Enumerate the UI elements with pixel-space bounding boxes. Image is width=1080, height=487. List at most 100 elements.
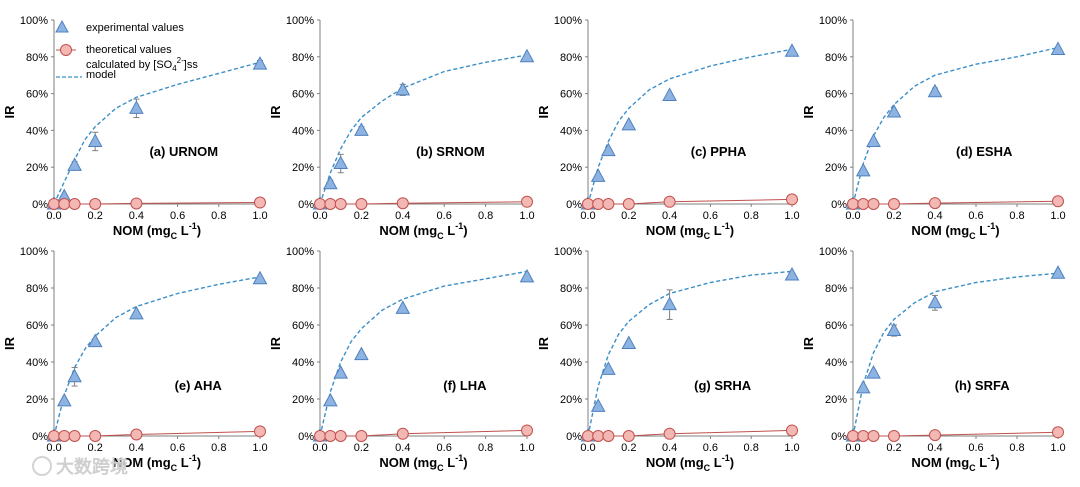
theoretical-point (663, 427, 676, 440)
theoretical-point (1052, 426, 1064, 439)
theoretical-point (130, 428, 143, 441)
model-curve (587, 48, 793, 205)
experimental-point (855, 162, 871, 177)
experimental-point (519, 268, 535, 283)
panel-label: (a) URNOM (149, 144, 218, 159)
x-axis-title-sup: -1 (189, 453, 197, 463)
experimental-point (784, 43, 800, 57)
theoretical-point (1052, 195, 1064, 208)
theoretical-point (602, 430, 615, 442)
legend-circle-marker (60, 44, 72, 56)
x-tick-label: 0.2 (354, 442, 369, 454)
y-tick-label: 0% (831, 199, 847, 211)
x-axis-title-main: NOM (mg (113, 223, 171, 238)
y-tick-label: 100% (819, 15, 847, 27)
y-tick-label: 20% (26, 162, 48, 174)
x-tick-label: 0.0 (845, 442, 860, 454)
experimental-point (129, 305, 144, 320)
y-tick-label: 0% (298, 199, 314, 211)
x-tick-label: 0.0 (46, 210, 61, 222)
x-tick-label: 1.0 (519, 442, 534, 454)
experimental-point (621, 116, 637, 131)
y-tick-label: 60% (560, 320, 582, 332)
y-tick-label: 60% (26, 320, 48, 332)
legend-theoretical-label: theoretical values (86, 44, 172, 56)
experimental-point (866, 365, 881, 379)
x-axis-title-sub: C (969, 463, 976, 473)
model-curve (852, 46, 1059, 205)
x-tick-label: 0.4 (662, 442, 677, 454)
y-tick-label: 20% (825, 394, 847, 406)
x-axis-title-close: ) (730, 455, 734, 470)
legend-experimental-label: experimental values (86, 22, 184, 34)
theoretical-point (68, 198, 81, 210)
theoretical-line (588, 198, 793, 205)
x-tick-label: 0.2 (354, 210, 369, 222)
y-tick-label: 40% (26, 125, 48, 137)
model-curve (319, 270, 528, 437)
y-tick-label: 40% (560, 357, 582, 369)
watermark: 大数跨境 (32, 456, 128, 478)
experimental-point (333, 365, 349, 379)
theoretical-point (58, 430, 71, 442)
x-axis-title-sup: -1 (722, 453, 730, 463)
y-axis-title: IR (801, 336, 816, 350)
x-tick-label: 0.2 (88, 210, 103, 222)
x-tick-label: 0.0 (845, 210, 860, 222)
y-tick-label: 80% (560, 283, 582, 295)
y-tick-label: 80% (26, 52, 48, 64)
x-tick-label: 1.0 (252, 442, 267, 454)
theoretical-point (786, 424, 798, 437)
x-tick-label: 0.8 (478, 210, 493, 222)
y-tick-label: 0% (566, 431, 582, 443)
theoretical-point (314, 430, 326, 442)
theoretical-point (888, 430, 900, 442)
x-tick-label: 0.6 (703, 210, 718, 222)
y-axis-title: IR (2, 105, 17, 119)
x-tick-label: 0.4 (927, 442, 942, 454)
x-tick-label: 0.8 (211, 442, 226, 454)
theoretical-point (334, 198, 347, 210)
theoretical-point (355, 430, 368, 442)
x-tick-label: 0.0 (312, 442, 327, 454)
x-axis-title-sup: -1 (455, 221, 463, 231)
chart-panel: 0% 20% 40% 60% 80% 100% 0.0 0.2 0.4 0.6 0.8 1.0 IR NO… (2, 246, 268, 473)
x-tick-label: 0.2 (621, 442, 636, 454)
y-tick-label: 60% (26, 89, 48, 101)
theoretical-line (588, 429, 793, 437)
x-axis-title-close: ) (463, 223, 467, 238)
experimental-point (323, 392, 338, 407)
x-axis-title: NOM (mgC L-1) (911, 221, 999, 241)
theoretical-point (786, 193, 798, 206)
experimental-point (67, 157, 82, 171)
x-tick-label: 0.0 (312, 210, 327, 222)
y-tick-label: 80% (292, 52, 314, 64)
x-tick-label: 0.4 (395, 442, 410, 454)
theoretical-point (582, 198, 594, 210)
theoretical-point (324, 430, 337, 442)
panel-label: (b) SRNOM (416, 144, 485, 159)
theoretical-point (324, 198, 337, 210)
x-axis-title-sup: -1 (987, 221, 995, 231)
experimental-point (927, 83, 943, 98)
experimental-point (354, 346, 369, 361)
experimental-point (67, 368, 82, 383)
x-axis-title-unit: L (976, 455, 988, 470)
x-axis-title: NOM (mgC L-1) (379, 221, 467, 241)
theoretical-point (592, 198, 605, 210)
experimental-point (590, 398, 606, 412)
x-axis-title: NOM (mgC L-1) (113, 221, 201, 241)
experimental-point (252, 56, 268, 70)
x-axis-title-close: ) (995, 455, 999, 470)
x-tick-label: 0.0 (580, 210, 595, 222)
experimental-point (590, 168, 606, 182)
experimental-point (886, 322, 902, 337)
chart-panel: 0% 20% 40% 60% 80% 100% 0.0 0.2 0.4 0.6 0.8 1.0 IR NO… (268, 246, 535, 473)
y-tick-label: 60% (560, 89, 582, 101)
theoretical-point (929, 429, 941, 442)
theoretical-point (847, 430, 859, 442)
experimental-point (601, 361, 616, 375)
y-tick-label: 80% (825, 283, 847, 295)
x-axis-title: NOM (mgC L-1) (379, 453, 467, 473)
